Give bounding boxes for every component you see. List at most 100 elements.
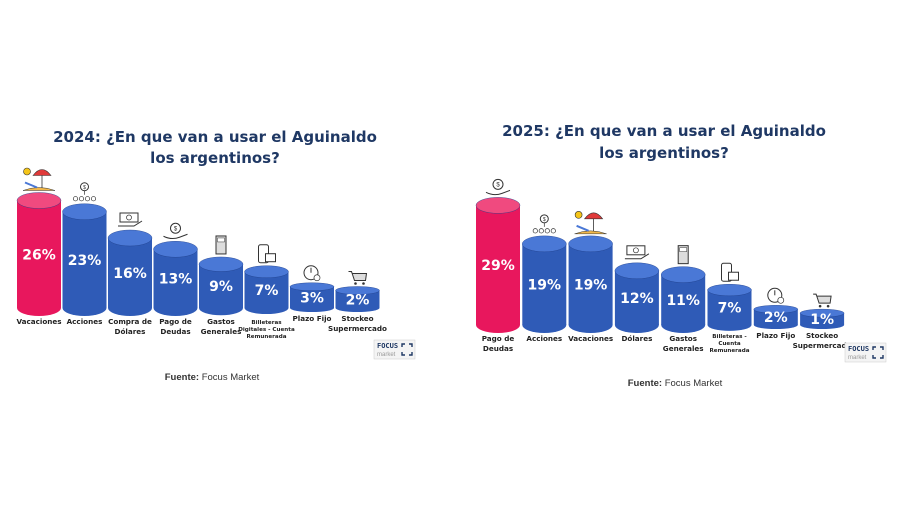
value-label: 12% — [620, 291, 654, 307]
bar: 11% — [661, 245, 706, 333]
focus-frame-icon — [872, 346, 884, 359]
value-label: 2% — [764, 310, 788, 326]
bar: 19% $ — [522, 214, 567, 333]
category-label: Dólares — [115, 327, 146, 336]
bar: 23% $ — [62, 182, 107, 316]
chart-2025: 2025: ¿En que van a usar el Aguinaldo los… — [475, 122, 887, 389]
bar-body — [335, 290, 380, 308]
bar-body — [568, 243, 613, 325]
source-note: Fuente: Focus Market — [165, 372, 260, 383]
stopwatch-dollar-icon — [303, 265, 321, 282]
category-label: Acciones — [67, 317, 103, 326]
bar-top — [244, 265, 289, 278]
value-label: 3% — [300, 290, 324, 306]
bar: 12% — [614, 245, 660, 333]
bar-top — [475, 197, 521, 214]
svg-text:market: market — [848, 355, 867, 361]
money-network-icon: $ — [72, 182, 97, 202]
bar: 1% — [799, 293, 845, 329]
category-label: Billeteras - — [712, 334, 747, 340]
value-label: 7% — [255, 283, 279, 299]
bar-top — [335, 286, 380, 295]
svg-text:$: $ — [83, 185, 86, 191]
bar-body — [753, 309, 798, 325]
category-label: Gastos — [207, 317, 235, 326]
bar: 9% — [198, 235, 244, 316]
category-label: Pago de — [482, 334, 515, 343]
bar-body — [476, 205, 520, 325]
value-label: 26% — [22, 247, 56, 263]
money-bag-hand-icon: $ — [485, 178, 511, 196]
chart-title-line: los argentinos? — [599, 144, 729, 162]
chart-title-line: los argentinos? — [150, 149, 280, 167]
category-label: Supermercado — [328, 324, 387, 333]
category-label: Vacaciones — [16, 317, 61, 326]
value-label: 16% — [113, 266, 147, 282]
value-label: 2% — [346, 292, 370, 308]
bar-body — [17, 200, 61, 308]
value-label: 9% — [209, 279, 233, 295]
bar: 29% $ — [475, 178, 521, 333]
category-label: Plazo Fijo — [293, 314, 332, 323]
money-bag-hand-icon: $ — [163, 222, 188, 240]
bar-top — [289, 282, 335, 291]
focus-frame-icon — [401, 343, 413, 356]
svg-text:$: $ — [543, 217, 546, 223]
money-network-icon: $ — [532, 214, 556, 234]
category-label: Billeteras — [251, 320, 282, 326]
bar: 2% — [335, 271, 380, 312]
bar-top — [107, 229, 153, 247]
bar-body — [800, 313, 845, 325]
category-label: Cuenta — [718, 341, 741, 347]
bar: 13% $ — [153, 222, 198, 316]
shopping-cart-icon — [348, 271, 368, 285]
category-label: Dólares — [621, 334, 652, 343]
value-label: 23% — [68, 253, 102, 269]
calculator-icon — [215, 235, 227, 255]
category-label: Deudas — [483, 344, 513, 353]
bar-top — [153, 241, 198, 258]
bar: 19% — [568, 211, 613, 333]
bar-top — [568, 235, 613, 253]
category-label: Stockeo — [806, 331, 838, 340]
svg-text:FOCUS: FOCUS — [848, 345, 869, 353]
beach-umbrella-icon — [22, 167, 56, 191]
calculator-icon — [677, 245, 689, 265]
bar-top — [799, 308, 845, 318]
source-note: Fuente: Focus Market — [628, 378, 723, 389]
digital-wallet-icon — [721, 262, 739, 282]
value-label: 11% — [666, 293, 700, 309]
bar-body — [108, 238, 152, 308]
bar-body — [614, 270, 659, 325]
beach-umbrella-icon — [574, 211, 607, 235]
svg-text:$: $ — [174, 226, 178, 232]
category-label: Stockeo — [341, 314, 373, 323]
category-label: Gastos — [669, 334, 697, 343]
chart-title-line: 2024: ¿En que van a usar el Aguinaldo — [53, 128, 377, 146]
focus-market-logo: FOCUS market — [373, 339, 416, 360]
chart-title-line: 2025: ¿En que van a usar el Aguinaldo — [502, 122, 826, 140]
category-label: Compra de — [108, 317, 152, 326]
category-label: Supermercado — [793, 341, 852, 350]
svg-text:$: $ — [496, 182, 500, 188]
chart-2024: 2024: ¿En que van a usar el Aguinaldo los… — [16, 128, 416, 383]
category-label: Remunerada — [246, 334, 286, 340]
category-label: Remunerada — [709, 348, 749, 354]
bar-top — [522, 235, 567, 253]
category-label: Digitales - Cuenta — [238, 327, 295, 333]
category-label: Generales — [201, 327, 242, 336]
category-label: Pago de — [159, 317, 192, 326]
value-label: 19% — [528, 277, 562, 293]
bar-top — [62, 203, 107, 220]
bar-body — [153, 249, 198, 308]
category-label: Plazo Fijo — [756, 331, 795, 340]
category-label: Vacaciones — [568, 334, 613, 343]
focus-market-logo: FOCUS market — [844, 342, 887, 363]
bar-top — [661, 266, 706, 283]
bar: 7% — [244, 244, 289, 315]
value-label: 7% — [718, 301, 742, 317]
category-label: Generales — [663, 344, 704, 353]
stopwatch-dollar-icon — [767, 287, 785, 304]
bar-top — [753, 305, 798, 314]
